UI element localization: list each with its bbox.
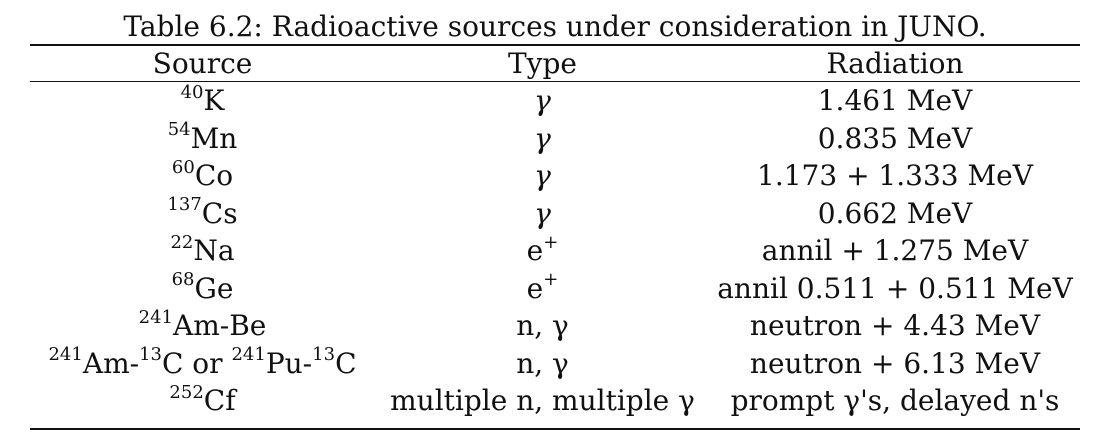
source-cell: 241Am-Be [138, 306, 267, 343]
type-cell: γ [534, 196, 551, 230]
type-cell: e+ [526, 231, 559, 268]
type-cell: γ [534, 121, 551, 155]
source-cell: 252Cf [169, 381, 236, 418]
radiation-cell: 1.461 MeV [817, 84, 973, 118]
table-caption: Table 6.2: Radioactive sources under con… [123, 10, 987, 43]
table-row: 60Co γ 1.173 + 1.333 MeV [30, 157, 1080, 195]
source-cell: 22Na [170, 231, 235, 268]
type-cell: e+ [526, 269, 559, 305]
column-header-source: Source [152, 46, 253, 80]
source-cell: 54Mn [167, 119, 238, 155]
table-header-row: Source Type Radiation [30, 45, 1080, 81]
table-row: 137Cs γ 0.662 MeV [30, 195, 1080, 233]
table-row: 252Cf multiple n, multiple γ prompt γ's,… [30, 382, 1080, 420]
radiation-cell: 0.662 MeV [817, 196, 973, 230]
radiation-cell: prompt γ's, delayed n's [730, 384, 1060, 418]
radiation-cell: 1.173 + 1.333 MeV [757, 159, 1033, 193]
table-row: 54Mn γ 0.835 MeV [30, 120, 1080, 158]
top-rule [30, 44, 1080, 46]
radiation-cell: neutron + 4.43 MeV [749, 309, 1041, 343]
source-cell: 60Co [171, 156, 234, 193]
column-header-type: Type [508, 46, 577, 80]
radiation-cell: annil + 1.275 MeV [761, 234, 1029, 268]
type-cell: n, γ [516, 346, 569, 380]
table-body: 40K γ 1.461 MeV 54Mn γ 0.835 MeV 60Co γ … [30, 82, 1080, 420]
table-row: 241Am-13C or 241Pu-13C n, γ neutron + 6.… [30, 345, 1080, 383]
source-cell: 68Ge [171, 269, 234, 305]
sources-table: Source Type Radiation 40K γ 1.461 MeV 54… [30, 45, 1080, 420]
table-row: 241Am-Be n, γ neutron + 4.43 MeV [30, 307, 1080, 345]
radiation-cell: 0.835 MeV [817, 121, 973, 155]
source-cell: 137Cs [167, 194, 238, 230]
column-header-radiation: Radiation [826, 46, 964, 80]
table-row: 22Na e+ annil + 1.275 MeV [30, 232, 1080, 270]
type-cell: γ [534, 84, 551, 118]
table-row: 68Ge e+ annil 0.511 + 0.511 MeV [30, 270, 1080, 308]
bottom-rule [30, 428, 1080, 430]
radiation-cell: neutron + 6.13 MeV [749, 346, 1041, 380]
type-cell: n, γ [516, 309, 569, 343]
type-cell: γ [534, 159, 551, 193]
radiation-cell: annil 0.511 + 0.511 MeV [717, 271, 1073, 305]
source-cell: 40K [180, 81, 225, 118]
table-row: 40K γ 1.461 MeV [30, 82, 1080, 120]
source-cell: 241Am-13C or 241Pu-13C [48, 344, 357, 380]
header-rule [30, 81, 1080, 82]
type-cell: multiple n, multiple γ [390, 384, 695, 418]
